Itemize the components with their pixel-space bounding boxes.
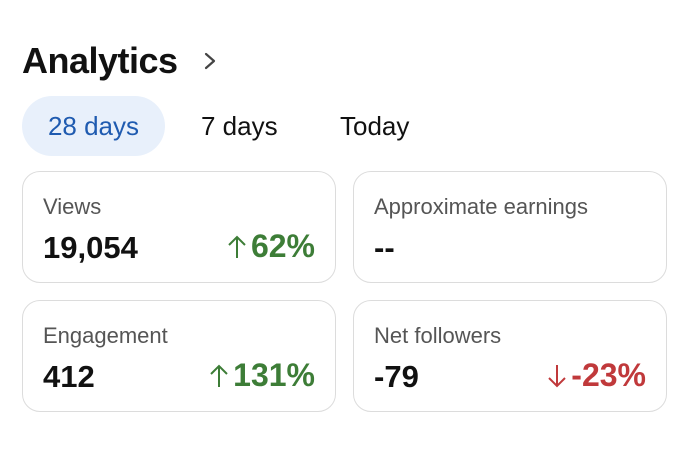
stat-card[interactable]: Engagement 412 131% bbox=[22, 300, 336, 412]
tab[interactable]: Today bbox=[340, 111, 410, 141]
card-value: -79 bbox=[374, 359, 419, 394]
tab[interactable]: 28 days bbox=[22, 96, 165, 156]
card-label: Views bbox=[43, 194, 102, 219]
card-value: 412 bbox=[43, 359, 95, 394]
change-text: 131% bbox=[233, 357, 315, 393]
change-text: -23% bbox=[571, 357, 646, 393]
arrow-up-icon bbox=[228, 235, 246, 258]
card-change: -23% bbox=[547, 357, 646, 394]
arrow-up-icon bbox=[210, 364, 228, 387]
card-label: Engagement bbox=[43, 323, 168, 348]
card-value: -- bbox=[374, 230, 395, 265]
change-text: 62% bbox=[250, 228, 315, 264]
stat-card[interactable]: Views 19,054 62% bbox=[22, 171, 336, 283]
card-change: 131% bbox=[209, 357, 315, 394]
card-label: Approximate earnings bbox=[374, 194, 589, 219]
page-title[interactable]: Analytics bbox=[22, 40, 178, 81]
card-change: 62% bbox=[227, 228, 315, 265]
card-value: 19,054 bbox=[43, 230, 138, 265]
card-label: Net followers bbox=[374, 323, 502, 348]
chevron-icon[interactable] bbox=[200, 50, 220, 72]
stat-card[interactable]: Net followers -79 -23% bbox=[353, 300, 667, 412]
arrow-down-icon bbox=[548, 364, 567, 387]
tab[interactable]: 7 days bbox=[201, 111, 278, 141]
stat-card[interactable]: Approximate earnings -- bbox=[353, 171, 667, 283]
